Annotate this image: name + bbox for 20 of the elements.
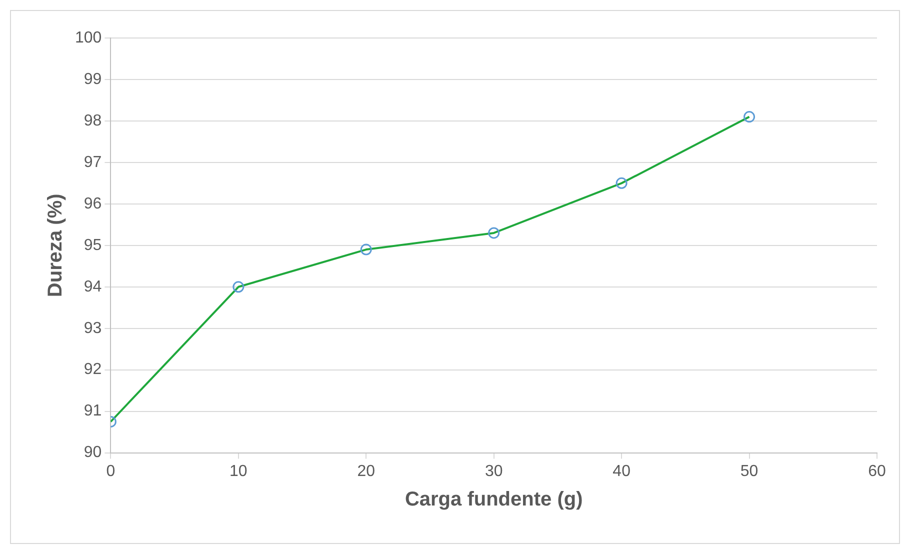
y-tick-label: 94 [84, 278, 102, 296]
y-tick-label: 93 [84, 320, 102, 337]
y-tick-label: 98 [84, 112, 102, 130]
x-tick-label: 20 [357, 462, 376, 480]
y-tick-label: 95 [84, 236, 102, 254]
x-tick-label: 10 [230, 462, 248, 480]
x-tick-label: 30 [484, 462, 503, 480]
y-tick-label: 91 [84, 402, 102, 420]
y-tick-label: 96 [84, 195, 102, 212]
y-tick-label: 97 [84, 154, 102, 171]
x-tick-label: 60 [868, 462, 886, 480]
x-axis-title: Carga fundente (g) [404, 488, 583, 511]
x-tick-label: 0 [106, 462, 116, 480]
y-axis-title: Dureza (%) [44, 194, 67, 298]
y-tick-label: 99 [84, 70, 102, 88]
y-tick-label: 90 [84, 444, 102, 462]
x-tick-label: 50 [740, 462, 758, 480]
y-tick-label: 92 [84, 361, 102, 378]
y-tick-label: 100 [74, 29, 102, 46]
x-tick-label: 40 [612, 462, 631, 480]
